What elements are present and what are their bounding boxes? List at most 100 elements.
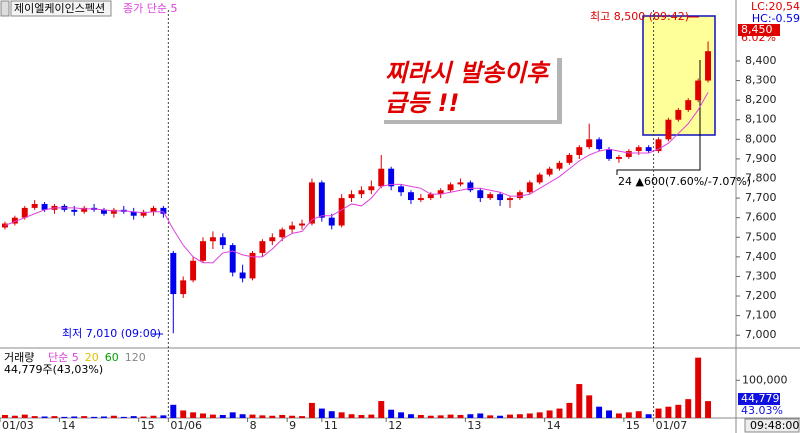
volume-bar: [110, 415, 117, 418]
candle-body: [140, 211, 147, 216]
candle-body: [566, 154, 573, 163]
candle-body: [675, 109, 682, 120]
volume-bar: [437, 415, 444, 418]
candle-body: [269, 237, 276, 242]
volume-ma-label: 120: [125, 351, 146, 364]
candle-body: [289, 225, 296, 230]
volume-bar: [51, 416, 58, 418]
candle-body: [695, 80, 702, 101]
candle-body: [437, 190, 444, 195]
time-box-text: 09:48:00: [750, 419, 799, 432]
candle-body: [190, 260, 197, 281]
candle-body: [556, 162, 563, 169]
time-box: [744, 418, 800, 433]
volume-bar: [625, 412, 632, 418]
candle-body: [625, 151, 632, 157]
volume-bar: [487, 415, 494, 418]
volume-bar: [566, 402, 573, 418]
volume-bar: [101, 416, 107, 418]
x-tick-label: 11: [324, 419, 338, 432]
volume-bar: [170, 404, 177, 418]
candle-body: [11, 217, 18, 224]
ma-line: [4, 92, 709, 264]
volume-bar: [209, 414, 216, 418]
y-tick-label: 7,800: [745, 172, 777, 185]
candle-body: [41, 203, 48, 210]
volume-bar: [269, 415, 276, 418]
y-tick-label: 7,900: [745, 152, 777, 165]
volume-bar: [348, 414, 355, 418]
volume-bar: [249, 414, 256, 418]
y-tick-label: 7,500: [745, 230, 777, 243]
volume-box: [738, 393, 780, 405]
candle-body: [150, 207, 157, 212]
range-bracket: [616, 60, 701, 175]
volume-bar: [457, 414, 464, 418]
volume-bar: [516, 414, 523, 418]
volume-bar: [596, 406, 603, 418]
y-tick-label: 7,200: [745, 289, 777, 302]
volume-bar: [219, 414, 226, 418]
candle-body: [417, 198, 424, 201]
volume-bar: [398, 412, 405, 418]
x-tick-label: 14: [61, 419, 75, 432]
title-box[interactable]: [10, 0, 112, 17]
volume-bar: [635, 411, 642, 418]
y-tick-label: 7,600: [745, 211, 777, 224]
candle-body: [1, 223, 8, 228]
volume-bar: [160, 415, 167, 418]
note-line: 급등 !!: [385, 89, 459, 117]
candle-body: [219, 237, 226, 246]
candle-body: [487, 194, 494, 199]
candle-body: [229, 245, 236, 273]
volume-bar: [655, 408, 662, 418]
candle-body: [507, 198, 513, 201]
candle-body: [378, 168, 385, 187]
range-note: 24 ▲600(7.60%/-7.07%): [618, 175, 751, 188]
volume-bar: [645, 414, 652, 418]
volume-bar: [685, 399, 692, 418]
candle-body: [615, 156, 622, 159]
candle-body: [447, 184, 454, 191]
hc-label: HC:-0.59: [752, 12, 800, 25]
candle-body: [645, 147, 652, 152]
y-tick-label: 100,000: [742, 373, 788, 386]
candle-body: [665, 119, 672, 140]
candle-body: [170, 252, 177, 295]
candle-body: [259, 241, 266, 253]
volume-bar: [308, 402, 315, 418]
candle-body: [279, 229, 286, 238]
candle-body: [180, 280, 187, 295]
x-tick-label: 12: [388, 419, 402, 432]
candle-body: [101, 209, 107, 214]
candle-body: [705, 51, 712, 81]
volume-bar: [71, 416, 78, 418]
menu-icon[interactable]: [0, 0, 10, 17]
x-tick-label: 13: [467, 419, 481, 432]
note-box: [379, 54, 557, 120]
volume-summary: 44,779주(43,03%): [4, 363, 103, 376]
volume-bar: [675, 404, 682, 418]
volume-bar: [526, 413, 533, 418]
chart-title: 제이엘케이인스펙션: [14, 2, 105, 15]
candle-body: [338, 198, 345, 226]
candle-body: [536, 174, 543, 183]
low-note: 최저 7,010 (09:00): [62, 327, 161, 340]
volume-bar: [695, 357, 702, 418]
change-box-text: 6.02%: [741, 31, 776, 44]
y-tick-label: 8,100: [745, 113, 777, 126]
candle-body: [685, 100, 692, 110]
volume-bar: [407, 414, 414, 418]
volume-bar: [378, 401, 385, 418]
candle-body: [526, 182, 533, 193]
volume-bar: [150, 415, 157, 418]
volume-bar: [140, 416, 147, 418]
volume-bar: [81, 416, 88, 418]
y-tick-label: 7,000: [745, 328, 777, 341]
x-tick-label: 8: [250, 419, 257, 432]
candle-body: [427, 194, 434, 199]
volume-pct: 43.03%: [741, 404, 783, 417]
volume-bar: [11, 415, 18, 418]
volume-bar: [358, 414, 365, 418]
